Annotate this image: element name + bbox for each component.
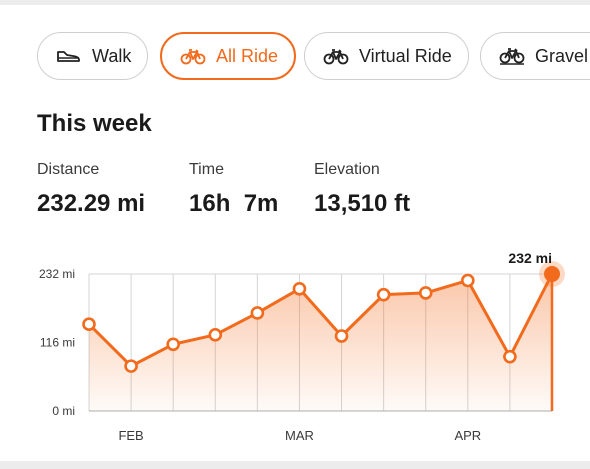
distance-label: Distance: [37, 161, 100, 178]
bike-icon: [323, 47, 349, 65]
data-point: [82, 317, 96, 331]
filter-walk[interactable]: Walk: [37, 32, 149, 80]
distance-line: [87, 273, 554, 368]
x-tick-label: APR: [454, 428, 481, 443]
gravel-bike-icon: [499, 47, 525, 65]
x-tick-label: FEB: [118, 428, 143, 443]
filter-virtual-ride-label: Virtual Ride: [359, 45, 452, 66]
filter-all-ride[interactable]: All Ride: [160, 32, 297, 80]
current-week-point: [544, 266, 560, 282]
distance-value: 232.29 mi: [37, 190, 146, 217]
data-point: [166, 337, 180, 352]
data-point: [503, 349, 517, 364]
data-point: [208, 328, 223, 342]
y-tick-label: 116 mi: [40, 336, 75, 350]
x-tick-label: MAR: [285, 428, 314, 443]
elevation-value: 13,510 ft: [314, 190, 411, 217]
filter-gravel-ride-label: Gravel R: [535, 45, 590, 66]
weekly-distance-chart: 232 mi 116 mi 0 mi FEB MAR APR 232 mi: [39, 250, 565, 443]
data-point: [376, 287, 391, 302]
data-point: [461, 273, 475, 288]
shoe-icon: [56, 47, 82, 65]
data-point: [124, 359, 138, 373]
filter-gravel-ride[interactable]: Gravel R: [480, 32, 590, 80]
distance-area: [89, 274, 552, 411]
current-week-value-label: 232 mi: [508, 250, 552, 266]
time-value: 16h 7m: [189, 190, 279, 217]
data-point: [418, 286, 433, 300]
time-label: Time: [189, 161, 224, 178]
y-tick-label: 232 mi: [39, 267, 75, 281]
y-tick-label: 0 mi: [52, 404, 75, 418]
filter-all-ride-label: All Ride: [216, 45, 279, 66]
elevation-label: Elevation: [314, 161, 380, 178]
data-point: [292, 281, 307, 296]
section-title: This week: [37, 110, 152, 137]
weekly-summary-card: Walk All Ride Virtual Ride Gravel R This…: [0, 5, 590, 461]
bike-icon: [180, 47, 206, 65]
data-point: [250, 306, 265, 320]
filter-walk-label: Walk: [92, 45, 132, 66]
filter-virtual-ride[interactable]: Virtual Ride: [304, 32, 469, 80]
data-point: [334, 329, 349, 343]
